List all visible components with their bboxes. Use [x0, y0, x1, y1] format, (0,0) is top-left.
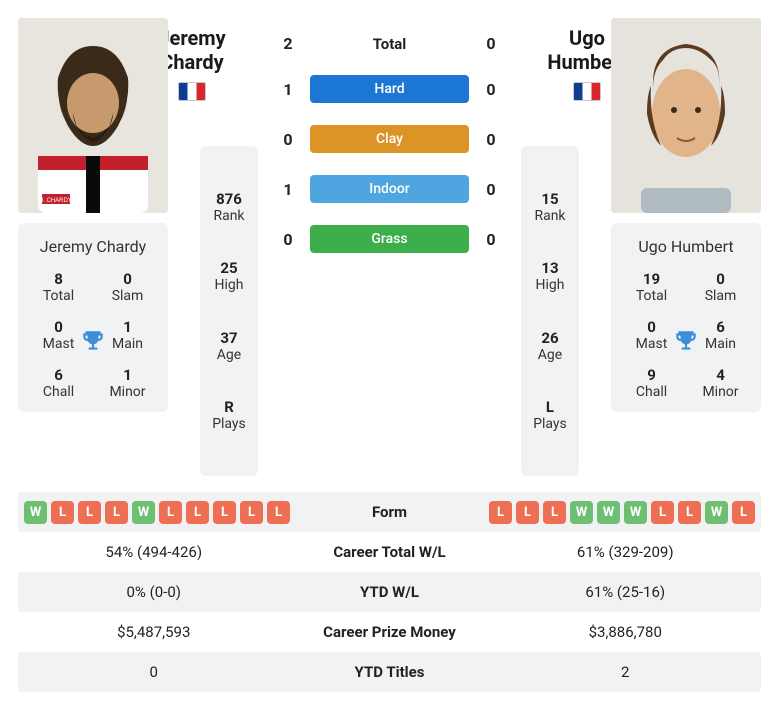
surface-pill: Indoor: [310, 175, 469, 203]
stats-p1-cell: 0% (0-0): [18, 583, 290, 601]
p2-chall-titles: 9Chall: [617, 366, 686, 400]
p1-plays: RPlays: [212, 398, 246, 432]
h2h-p1-value: 0: [276, 130, 300, 149]
h2h-p2-value: 0: [479, 180, 503, 199]
stats-row: $5,487,593Career Prize Money$3,886,780: [18, 612, 761, 652]
trophy-icon: [80, 328, 106, 354]
stats-p2-cell: LLLWWWLLWL: [483, 501, 761, 524]
form-win-badge: W: [132, 501, 155, 524]
p2-age: 26Age: [538, 329, 562, 363]
p2-rank: 15Rank: [534, 190, 565, 224]
form-loss-badge: L: [651, 501, 674, 524]
svg-text:J. CHARDY: J. CHARDY: [40, 198, 72, 204]
player2-column: Ugo Humbert 19Total 0Slam 0Mast 6Main 9C…: [611, 18, 761, 412]
stats-label: Career Prize Money: [290, 623, 490, 641]
stats-label: Career Total W/L: [290, 543, 490, 561]
p1-age: 37Age: [217, 329, 241, 363]
p2-total-titles: 19Total: [617, 270, 686, 304]
surface-pill: Grass: [310, 225, 469, 253]
player2-titles-card: Ugo Humbert 19Total 0Slam 0Mast 6Main 9C…: [611, 223, 761, 412]
h2h-p1-value: 1: [276, 180, 300, 199]
surface-pill: Clay: [310, 125, 469, 153]
surface-pill: Hard: [310, 75, 469, 103]
stats-p2-cell: 2: [490, 663, 762, 681]
stats-row: 0% (0-0)YTD W/L61% (25-16): [18, 572, 761, 612]
h2h-surface-list: 2Total01Hard00Clay01Indoor00Grass0: [268, 18, 511, 253]
form-loss-badge: L: [267, 501, 290, 524]
h2h-row: 1 Hard 0: [276, 75, 503, 103]
form-loss-badge: L: [678, 501, 701, 524]
h2h-p2-value: 0: [479, 80, 503, 99]
form-win-badge: W: [705, 501, 728, 524]
form-loss-badge: L: [159, 501, 182, 524]
h2h-p2-value: 0: [479, 130, 503, 149]
form-loss-badge: L: [78, 501, 101, 524]
form-strip: WLLLWLLLLL: [24, 501, 290, 524]
form-loss-badge: L: [105, 501, 128, 524]
stats-p2-cell: 61% (329-209): [490, 543, 762, 561]
form-strip: LLLWWWLLWL: [489, 501, 755, 524]
form-loss-badge: L: [240, 501, 263, 524]
p1-rank: 876Rank: [213, 190, 244, 224]
player2-photo: [611, 18, 761, 213]
player1-titles-card: Jeremy Chardy 8Total 0Slam 0Mast 1Main 6…: [18, 223, 168, 412]
p1-minor-titles: 1Minor: [93, 366, 162, 400]
h2h-row: 2Total0: [276, 34, 503, 53]
form-win-badge: W: [570, 501, 593, 524]
h2h-container: J. CHARDY Jeremy Chardy 8Total 0Slam 0Ma…: [0, 0, 779, 710]
player1-photo: J. CHARDY: [18, 18, 168, 213]
stats-label: Form: [296, 503, 483, 521]
form-win-badge: W: [624, 501, 647, 524]
h2h-row: 0 Grass 0: [276, 225, 503, 253]
p2-slam-titles: 0Slam: [686, 270, 755, 304]
player1-titles-grid: 8Total 0Slam 0Mast 1Main 6Chall 1Minor: [24, 270, 162, 400]
h2h-row: 1 Indoor 0: [276, 175, 503, 203]
h2h-p2-value: 0: [479, 230, 503, 249]
stats-p2-cell: $3,886,780: [490, 623, 762, 641]
trophy-icon: [673, 328, 699, 354]
stats-p1-cell: 0: [18, 663, 290, 681]
player2-stats-card: 15Rank 13High 26Age LPlays: [521, 146, 579, 476]
p2-high: 13High: [536, 259, 565, 293]
form-win-badge: W: [24, 501, 47, 524]
form-win-badge: W: [597, 501, 620, 524]
stats-row: 54% (494-426)Career Total W/L61% (329-20…: [18, 532, 761, 572]
p1-total-titles: 8Total: [24, 270, 93, 304]
h2h-row: 0 Clay 0: [276, 125, 503, 153]
stats-row: 0YTD Titles2: [18, 652, 761, 692]
form-loss-badge: L: [213, 501, 236, 524]
player2-titles-grid: 19Total 0Slam 0Mast 6Main 9Chall 4Minor: [617, 270, 755, 400]
stats-p1-cell: $5,487,593: [18, 623, 290, 641]
stats-p2-cell: 61% (25-16): [490, 583, 762, 601]
h2h-p1-value: 0: [276, 230, 300, 249]
stats-row: WLLLWLLLLLFormLLLWWWLLWL: [18, 492, 761, 532]
p1-chall-titles: 6Chall: [24, 366, 93, 400]
p2-minor-titles: 4Minor: [686, 366, 755, 400]
stats-table: WLLLWLLLLLFormLLLWWWLLWL54% (494-426)Car…: [18, 492, 761, 692]
form-loss-badge: L: [489, 501, 512, 524]
p1-slam-titles: 0Slam: [93, 270, 162, 304]
top-section: J. CHARDY Jeremy Chardy 8Total 0Slam 0Ma…: [18, 18, 761, 476]
h2h-p1-value: 2: [276, 34, 300, 53]
form-loss-badge: L: [51, 501, 74, 524]
player1-column: J. CHARDY Jeremy Chardy 8Total 0Slam 0Ma…: [18, 18, 168, 412]
player2-flag-icon: [573, 82, 601, 101]
form-loss-badge: L: [186, 501, 209, 524]
stats-label: YTD W/L: [290, 583, 490, 601]
h2h-total-label: Total: [300, 35, 479, 53]
h2h-p2-value: 0: [479, 34, 503, 53]
p1-high: 25High: [215, 259, 244, 293]
player1-flag-icon: [178, 82, 206, 101]
player1-name-small: Jeremy Chardy: [24, 237, 162, 256]
form-loss-badge: L: [732, 501, 755, 524]
stats-label: YTD Titles: [290, 663, 490, 681]
stats-p1-cell: WLLLWLLLLL: [18, 501, 296, 524]
player1-stats-card: 876Rank 25High 37Age RPlays: [200, 146, 258, 476]
form-loss-badge: L: [516, 501, 539, 524]
form-loss-badge: L: [543, 501, 566, 524]
p2-plays: LPlays: [533, 398, 567, 432]
player2-name-small: Ugo Humbert: [617, 237, 755, 256]
stats-p1-cell: 54% (494-426): [18, 543, 290, 561]
h2h-p1-value: 1: [276, 80, 300, 99]
